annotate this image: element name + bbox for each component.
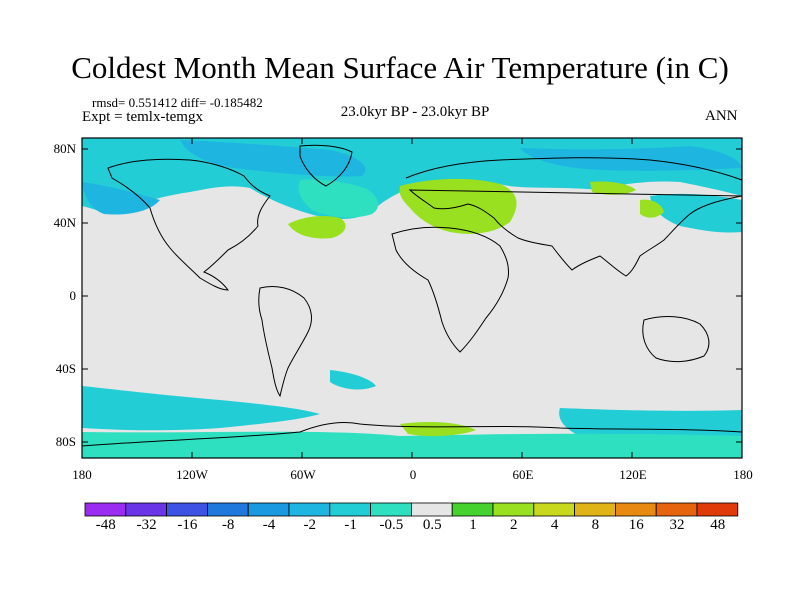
colorbar-box	[696, 502, 739, 517]
lon-label-0: 0	[409, 467, 417, 482]
colorbar-box	[206, 502, 249, 517]
colorbar	[84, 502, 739, 517]
stats-label: rmsd= 0.551412 diff= -0.185482	[92, 95, 263, 110]
colorbar-box	[451, 502, 494, 517]
period-label: 23.0kyr BP - 23.0kyr BP	[340, 104, 490, 120]
australia-outline	[642, 316, 710, 363]
north-pacific-cooling-region	[650, 193, 742, 233]
east-asia-warming-region	[640, 199, 664, 218]
south-america-outline	[258, 285, 312, 398]
atlantic-warming-region	[288, 216, 346, 239]
colorbar-label: 32	[669, 517, 685, 533]
colorbar-label: -32	[136, 517, 157, 533]
experiment-label: Expt = temlx-temgx	[82, 109, 203, 125]
season-label: ANN	[705, 108, 738, 124]
lon-label-120e: 120E	[619, 467, 647, 482]
lat-label-0: 0	[69, 288, 77, 303]
lon-ticks	[191, 138, 633, 458]
colorbar-box	[329, 502, 371, 517]
colorbar-box	[492, 502, 535, 517]
greenland-outline	[299, 144, 353, 187]
north-atlantic-cooling-region	[298, 179, 379, 218]
colorbar-label: 8	[591, 517, 600, 533]
colorbar-box	[370, 502, 412, 517]
colorbar-label: -16	[177, 517, 198, 533]
arctic-deep-cooling-region	[180, 140, 366, 177]
lat-label-40s: 40S	[55, 361, 76, 376]
lat-label-40n: 40N	[53, 215, 76, 230]
colorbar-box	[574, 502, 616, 517]
colorbar-box	[247, 502, 290, 517]
colorbar-label: -4	[262, 517, 276, 533]
antarctic-warming-region	[400, 422, 476, 437]
colorbar-label: -0.5	[379, 517, 404, 533]
colorbar-label: 0.5	[422, 517, 442, 533]
colorbar-box	[125, 502, 168, 517]
colorbar-box	[615, 502, 657, 517]
page-title: Coldest Month Mean Surface Air Temperatu…	[71, 50, 729, 85]
lat-label-80n: 80N	[53, 141, 76, 156]
pacific-deep-cooling-region	[82, 182, 160, 215]
antarctica-outline	[81, 421, 743, 447]
lat-label-80s: 80S	[55, 434, 76, 449]
north-america-outline	[107, 158, 271, 291]
colorbar-label: 1	[469, 517, 477, 533]
lon-label-120w: 120W	[176, 467, 208, 482]
colorbar-box	[166, 502, 208, 517]
colorbar-label: 2	[510, 517, 518, 533]
lon-label-60e: 60E	[512, 467, 534, 482]
lon-label-60w: 60W	[290, 467, 316, 482]
colorbar-label: -48	[95, 517, 116, 533]
weddell-cooling-region	[330, 370, 376, 390]
colorbar-label: 16	[628, 517, 644, 533]
colorbar-label: -8	[221, 517, 235, 533]
lon-label-180w: 180	[72, 467, 92, 482]
central-asia-warming-region	[590, 181, 636, 195]
colorbar-label: -1	[344, 517, 357, 533]
lat-ticks	[82, 148, 742, 443]
colorbar-box	[533, 502, 575, 517]
colorbar-label: -2	[303, 517, 317, 533]
colorbar-box	[410, 502, 453, 517]
southern-ocean-cooling-region	[82, 386, 320, 431]
colorbar-box	[655, 502, 698, 517]
africa-outline	[391, 226, 509, 353]
europe-asia-outline	[405, 157, 743, 277]
colorbar-box	[84, 502, 127, 517]
colorbar-box	[288, 502, 331, 517]
antarctic-coast-cooling-region	[82, 431, 742, 458]
colorbar-label: 4	[550, 517, 559, 533]
lon-label-180e: 180	[733, 467, 753, 482]
colorbar-label: 48	[710, 517, 726, 533]
